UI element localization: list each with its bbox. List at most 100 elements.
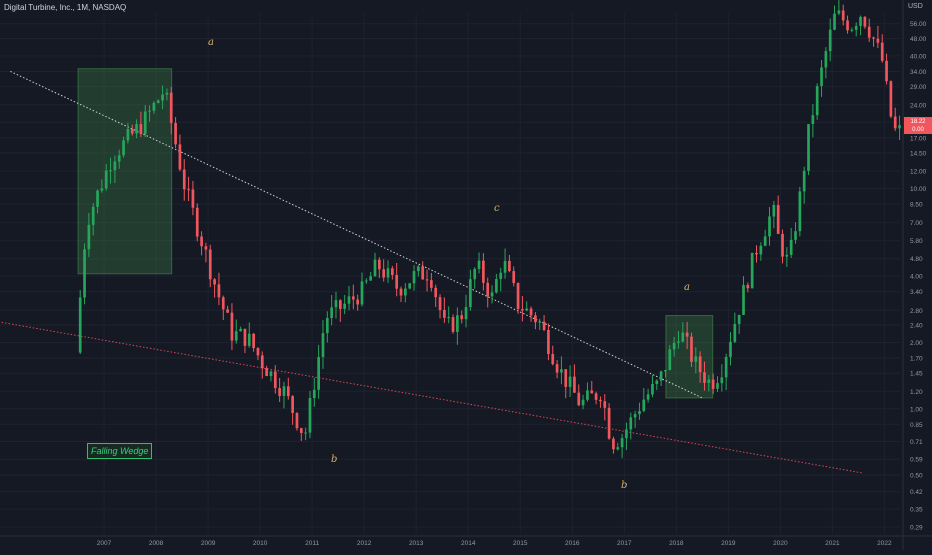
candle-body <box>395 274 399 289</box>
candle-body <box>317 357 320 390</box>
candle-body <box>560 369 563 373</box>
candle-body <box>763 236 767 246</box>
candle-body <box>573 376 576 393</box>
y-tick-label: 56.00 <box>910 21 927 28</box>
candle-body <box>508 260 511 272</box>
candle-body <box>213 279 216 285</box>
candle-body <box>434 287 438 298</box>
candle-body <box>325 318 329 334</box>
candle-body <box>486 282 490 297</box>
x-tick-label: 2020 <box>773 540 788 547</box>
x-tick-label: 2007 <box>97 540 112 547</box>
candle-body <box>113 161 117 171</box>
candle-body <box>759 245 763 255</box>
y-tick-label: 17.00 <box>910 135 927 142</box>
y-tick-label: 2.00 <box>910 340 923 347</box>
candle-body <box>304 432 307 434</box>
y-tick-label: 0.50 <box>910 473 923 480</box>
y-tick-label: 0.85 <box>910 422 923 429</box>
candle-body <box>651 383 654 395</box>
candle-body <box>534 315 537 323</box>
candle-body <box>408 283 412 289</box>
candle-body <box>83 249 86 298</box>
candle-body <box>846 20 849 31</box>
candle-body <box>200 236 203 247</box>
candle-body <box>729 341 732 357</box>
y-tick-label: 0.59 <box>910 457 923 464</box>
candle-body <box>239 328 242 332</box>
candle-body <box>668 349 672 371</box>
candle-body <box>169 92 173 123</box>
candle-body <box>880 42 884 61</box>
candle-body <box>126 129 130 141</box>
candle-body <box>768 216 771 237</box>
candle-body <box>885 60 888 82</box>
candle-body <box>698 356 702 373</box>
y-tick-label: 0.42 <box>910 489 923 496</box>
candle-body <box>247 333 251 346</box>
candle-body <box>330 307 333 319</box>
candle-body <box>226 309 229 313</box>
y-tick-label: 34.00 <box>910 69 927 76</box>
candle-body <box>278 388 281 396</box>
y-tick-label: 14.50 <box>910 150 927 157</box>
candle-body <box>451 317 455 332</box>
candle-body <box>117 155 121 162</box>
x-tick-label: 2021 <box>825 540 840 547</box>
candle-body <box>655 380 659 384</box>
candle-body <box>460 315 464 320</box>
candle-body <box>417 266 420 272</box>
candle-body <box>156 100 160 103</box>
x-tick-label: 2008 <box>149 540 164 547</box>
candle-body <box>490 292 494 297</box>
candle-body <box>252 333 255 349</box>
candle-body <box>308 398 312 433</box>
candle-body <box>607 407 611 439</box>
falling-wedge-label[interactable]: Falling Wedge <box>87 443 153 459</box>
y-tick-label: 4.00 <box>910 274 923 281</box>
candle-body <box>191 189 195 208</box>
candle-body <box>399 288 403 296</box>
candle-body <box>438 297 442 311</box>
candle-body <box>512 271 516 284</box>
candle-body <box>321 333 325 358</box>
candle-body <box>555 364 559 373</box>
candle-body <box>295 413 299 429</box>
candle-body <box>104 170 108 189</box>
candle-body <box>456 315 459 332</box>
candle-body <box>828 29 832 52</box>
candle-body <box>412 271 416 284</box>
wave-label-a: a <box>208 37 214 48</box>
candle-body <box>568 376 572 387</box>
candle-body <box>291 396 294 414</box>
candle-body <box>733 323 737 342</box>
candle-body <box>477 260 481 269</box>
candle-body <box>620 438 624 448</box>
candle-body <box>373 259 377 277</box>
candle-body <box>642 399 646 411</box>
candle-body <box>174 122 177 145</box>
candle-body <box>772 204 776 217</box>
x-tick-label: 2011 <box>305 540 319 547</box>
candle-body <box>464 307 468 320</box>
candle-body <box>672 342 676 350</box>
candle-body <box>659 371 663 381</box>
candle-body <box>521 309 524 311</box>
x-tick-label: 2017 <box>617 540 632 547</box>
candle-body <box>447 317 451 319</box>
candle-body <box>629 417 633 430</box>
y-tick-label: 2.80 <box>910 308 923 315</box>
candle-body <box>482 260 485 283</box>
candle-body <box>265 368 268 377</box>
candle-body <box>100 188 104 191</box>
candle-body <box>612 438 615 450</box>
candle-body <box>178 144 182 170</box>
candle-body <box>820 67 823 87</box>
y-tick-label: 48.00 <box>910 36 927 43</box>
highlight-zone <box>77 68 173 275</box>
candle-body <box>503 260 507 273</box>
candle-body <box>681 332 685 342</box>
y-tick-label: 3.40 <box>910 289 923 296</box>
wedge-upper-trendline <box>10 71 703 399</box>
